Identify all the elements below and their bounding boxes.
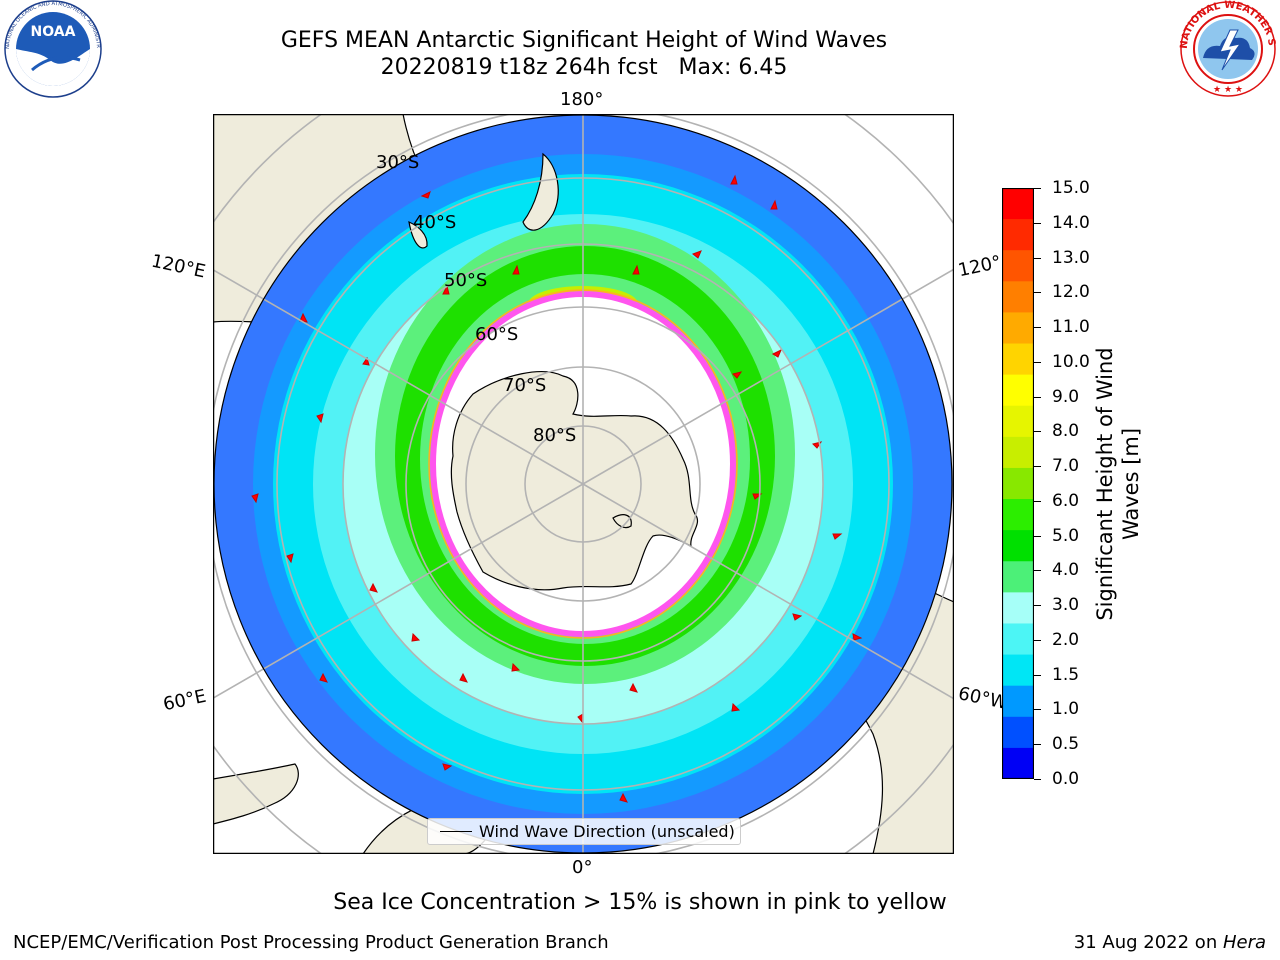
lon-label-120w: 120°	[956, 251, 1004, 282]
colorbar-segment	[1002, 685, 1034, 718]
chart-title: GEFS MEAN Antarctic Significant Height o…	[280, 28, 888, 53]
graticule	[213, 114, 954, 854]
svg-text:NOAA: NOAA	[31, 24, 76, 40]
colorbar-segment	[1002, 312, 1034, 345]
colorbar-tick	[1034, 570, 1041, 572]
nws-logo: NATIONAL WEATHER SERVICE ★ ★ ★	[1178, 0, 1277, 97]
colorbar-tick-label: 11.0	[1052, 317, 1090, 338]
footer-machine: Hera	[1222, 932, 1266, 953]
colorbar-tick-label: 14.0	[1052, 212, 1090, 233]
colorbar-label-line1: Significant Height of Wind	[1093, 347, 1117, 621]
colorbar-tick	[1034, 396, 1041, 398]
colorbar-segment	[1002, 716, 1034, 749]
colorbar-segment	[1002, 250, 1034, 282]
colorbar-tick	[1034, 674, 1041, 676]
lat-label-60s: 60°S	[475, 324, 519, 345]
colorbar-segment	[1002, 592, 1034, 624]
colorbar-segment	[1002, 654, 1034, 687]
colorbar-tick	[1034, 222, 1041, 224]
colorbar-tick-label: 2.0	[1052, 629, 1080, 650]
colorbar-segment	[1002, 747, 1034, 779]
colorbar-segment	[1002, 561, 1034, 593]
colorbar-segment	[1002, 281, 1034, 313]
colorbar-tick-label: 15.0	[1052, 178, 1090, 198]
polar-map	[213, 114, 954, 854]
colorbar-tick	[1034, 188, 1041, 189]
colorbar-segment	[1002, 188, 1034, 220]
lat-label-70s: 70°S	[503, 375, 547, 396]
colorbar	[1002, 188, 1034, 779]
colorbar-segment	[1002, 219, 1034, 251]
footer-date: 31 Aug 2022 on Hera	[1074, 932, 1266, 953]
colorbar-segment	[1002, 436, 1034, 469]
colorbar-segment	[1002, 623, 1034, 656]
lat-label-40s: 40°S	[413, 212, 457, 233]
colorbar-tick-label: 5.0	[1052, 525, 1080, 546]
colorbar-tick-label: 0.0	[1052, 769, 1080, 789]
colorbar-tick-label: 13.0	[1052, 247, 1090, 268]
colorbar-tick-label: 1.0	[1052, 699, 1080, 720]
colorbar-tick-label: 3.0	[1052, 595, 1080, 616]
colorbar-segment	[1002, 530, 1034, 562]
legend-line-icon	[440, 831, 472, 832]
legend-text: Wind Wave Direction (unscaled)	[479, 822, 735, 841]
lat-label-30s: 30°S	[376, 152, 420, 173]
colorbar-tick	[1034, 639, 1041, 641]
colorbar-tick-label: 8.0	[1052, 421, 1080, 442]
colorbar-segment	[1002, 499, 1034, 531]
lon-label-180: 180°	[560, 89, 604, 110]
svg-text:★ ★ ★: ★ ★ ★	[1213, 85, 1243, 95]
colorbar-tick-label: 12.0	[1052, 282, 1090, 303]
colorbar-tick-label: 1.5	[1052, 664, 1080, 685]
colorbar-tick	[1034, 744, 1041, 746]
colorbar-tick-label: 7.0	[1052, 456, 1080, 477]
lon-label-0: 0°	[572, 857, 593, 878]
lat-label-80s: 80°S	[533, 425, 577, 446]
colorbar-segment	[1002, 374, 1034, 407]
colorbar-segment	[1002, 467, 1034, 500]
colorbar-tick	[1034, 500, 1041, 502]
lon-label-60e: 60°E	[161, 685, 208, 716]
map-legend: Wind Wave Direction (unscaled)	[427, 818, 741, 845]
colorbar-tick	[1034, 327, 1041, 329]
colorbar-tick	[1034, 292, 1041, 294]
colorbar-tick	[1034, 709, 1041, 711]
colorbar-segment	[1002, 343, 1034, 376]
colorbar-tick-label: 0.5	[1052, 734, 1080, 755]
noaa-logo: NOAA NATIONAL OCEANIC AND ATMOSPHERIC AD…	[2, 0, 102, 98]
colorbar-tick	[1034, 431, 1041, 433]
wave-arrows	[251, 174, 863, 803]
colorbar-tick-label: 4.0	[1052, 560, 1080, 581]
colorbar-tick	[1034, 257, 1041, 259]
colorbar-tick	[1034, 535, 1041, 537]
colorbar-tick	[1034, 466, 1041, 468]
colorbar-label-line2: Waves [m]	[1119, 427, 1143, 541]
colorbar-tick-label: 6.0	[1052, 490, 1080, 511]
colorbar-segment	[1002, 405, 1034, 438]
colorbar-tick-label: 9.0	[1052, 386, 1080, 407]
lon-label-120e: 120°E	[149, 250, 208, 283]
colorbar-tick	[1034, 779, 1041, 780]
sea-ice-note: Sea Ice Concentration > 15% is shown in …	[333, 890, 947, 915]
colorbar-tick-label: 10.0	[1052, 351, 1090, 372]
footer-branch: NCEP/EMC/Verification Post Processing Pr…	[13, 932, 609, 953]
colorbar-tick	[1034, 605, 1041, 607]
chart-subtitle: 20220819 t18z 264h fcst Max: 6.45	[380, 55, 788, 80]
footer-date-text: 31 Aug 2022 on	[1073, 932, 1223, 953]
lat-label-50s: 50°S	[444, 270, 488, 291]
colorbar-tick	[1034, 361, 1041, 363]
